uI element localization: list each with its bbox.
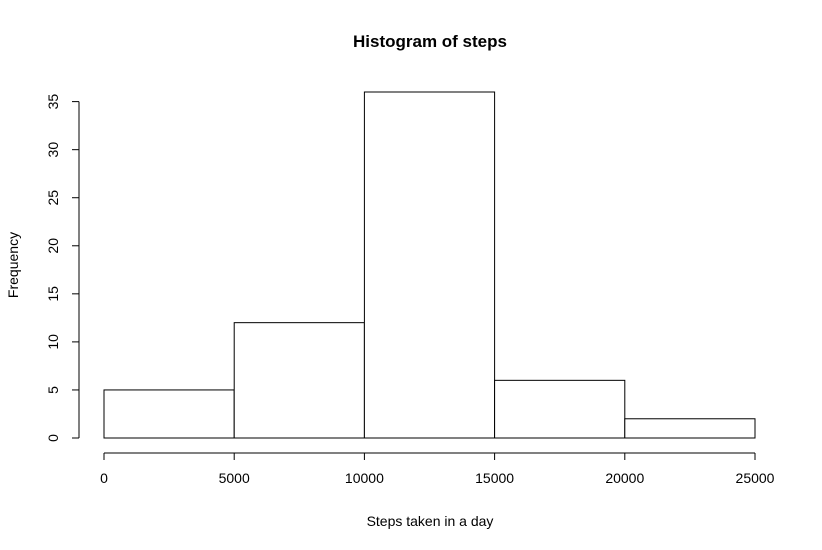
chart-title: Histogram of steps: [353, 32, 507, 51]
y-tick-label-4: 20: [45, 238, 61, 254]
y-tick-label-2: 10: [45, 334, 61, 350]
x-axis: 0 5000 10000 15000 20000 25000: [100, 452, 775, 486]
x-tick-label-5: 25000: [736, 470, 775, 486]
y-tick-label-0: 0: [45, 434, 61, 442]
y-tick-label-3: 15: [45, 286, 61, 302]
y-axis: 0 5 10 15 20 25 30 35: [45, 94, 80, 442]
x-tick-label-3: 15000: [475, 470, 514, 486]
histogram-bar-0: [103, 389, 235, 439]
y-tick-label-1: 5: [45, 386, 61, 394]
y-tick-label-5: 25: [45, 190, 61, 206]
x-tick-label-4: 20000: [605, 470, 644, 486]
y-tick-label-7: 35: [45, 94, 61, 110]
y-tick-label-6: 30: [45, 142, 61, 158]
histogram-bar-1: [233, 322, 365, 439]
histogram-bar-2: [363, 91, 496, 439]
x-tick-label-2: 10000: [345, 470, 384, 486]
histogram-bar-3: [494, 379, 626, 439]
x-tick-label-1: 5000: [219, 470, 250, 486]
y-axis-label: Frequency: [5, 232, 21, 298]
x-tick-label-0: 0: [100, 470, 108, 486]
x-axis-label: Steps taken in a day: [367, 513, 494, 529]
bars-group: [103, 91, 756, 439]
histogram-bar-4: [624, 418, 756, 439]
